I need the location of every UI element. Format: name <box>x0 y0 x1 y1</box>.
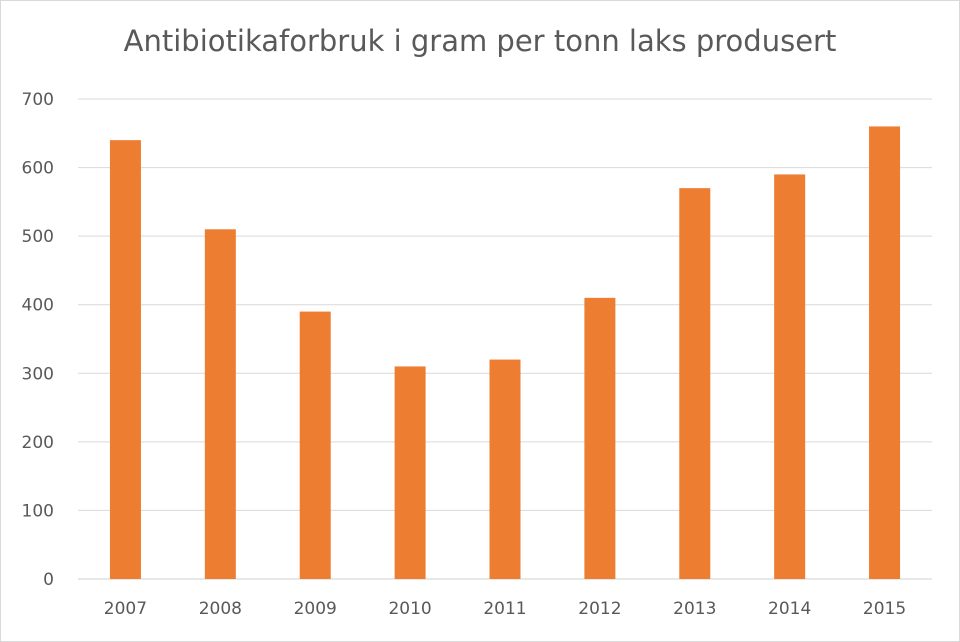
x-tick-label: 2008 <box>199 599 242 619</box>
x-axis-tick-labels: 2007 2008 2009 2010 2011 2012 2013 2014 2015 <box>104 599 906 619</box>
bar-2010 <box>394 366 426 579</box>
y-tick-label: 300 <box>22 364 54 384</box>
y-tick-label: 400 <box>22 296 54 316</box>
x-tick-label: 2014 <box>768 599 811 619</box>
x-tick-label: 2007 <box>104 599 147 619</box>
bars <box>109 126 901 580</box>
bar-2008 <box>204 229 236 580</box>
x-tick-label: 2011 <box>483 599 526 619</box>
bar-2015 <box>869 126 901 579</box>
y-tick-label: 500 <box>22 227 54 247</box>
bar-2014 <box>774 174 806 579</box>
bar-2007 <box>109 140 141 579</box>
bar-2011 <box>489 359 521 579</box>
x-tick-label: 2015 <box>863 599 906 619</box>
bar-2013 <box>679 188 711 579</box>
bar-2012 <box>584 297 616 579</box>
y-tick-label: 600 <box>22 159 54 179</box>
bar-2009 <box>299 311 331 579</box>
y-tick-label: 0 <box>43 570 54 590</box>
x-tick-label: 2013 <box>673 599 716 619</box>
y-axis-tick-labels: 0 100 200 300 400 500 600 700 <box>22 90 54 590</box>
y-tick-label: 100 <box>22 501 54 521</box>
y-tick-label: 700 <box>22 90 54 110</box>
x-tick-label: 2009 <box>294 599 337 619</box>
chart-title: Antibiotikaforbruk i gram per tonn laks … <box>123 24 837 58</box>
x-tick-label: 2012 <box>578 599 621 619</box>
x-tick-label: 2010 <box>388 599 431 619</box>
y-tick-label: 200 <box>22 433 54 453</box>
